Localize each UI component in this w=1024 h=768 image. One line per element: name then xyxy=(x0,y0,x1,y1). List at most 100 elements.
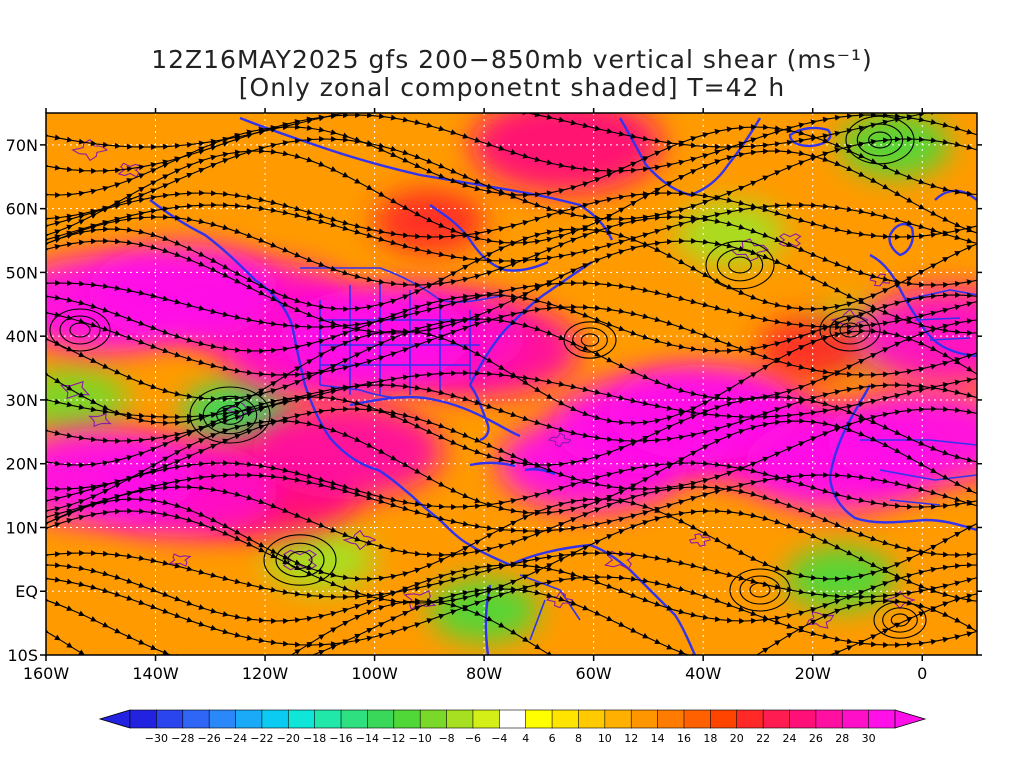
colorbar-label: −16 xyxy=(329,732,352,745)
shear-field-blob xyxy=(374,189,485,254)
colorbar-swatch xyxy=(261,709,289,729)
colorbar-swatch xyxy=(314,709,342,729)
colorbar-label: 12 xyxy=(624,732,638,745)
colorbar-swatch xyxy=(208,709,237,729)
streamline-vortex xyxy=(572,327,608,353)
streamline-vortex xyxy=(287,551,313,569)
colorbar-swatch xyxy=(472,709,501,729)
colorbar-swatch xyxy=(683,709,712,729)
colorbar-swatch xyxy=(393,709,421,729)
colorbar-swatch xyxy=(367,709,395,729)
lat-tick-label: 40N xyxy=(6,327,38,346)
colorbar-swatch xyxy=(182,709,210,729)
colorbar-swatch xyxy=(525,709,553,729)
lat-tick-label: EQ xyxy=(15,582,38,601)
streamline-vortex xyxy=(890,613,910,627)
plot-area xyxy=(46,113,977,655)
streamline-vortex xyxy=(729,568,791,612)
lat-tick-label: 50N xyxy=(6,263,38,282)
colorbar-label: 26 xyxy=(809,732,823,745)
colorbar-label: −10 xyxy=(409,732,432,745)
colorbar-swatch xyxy=(657,709,685,729)
colorbar-label: −14 xyxy=(356,732,379,745)
colorbar-swatch xyxy=(578,709,606,729)
plot-frame xyxy=(45,112,978,656)
lon-tick-label: 0 xyxy=(917,664,927,683)
colorbar-label: −4 xyxy=(491,732,507,745)
streamline-vortex xyxy=(873,601,927,639)
colorbar-swatch xyxy=(446,709,474,729)
latitude-labels: 70N 60N 50N 40N 30N 20N 10N EQ 10S xyxy=(6,136,38,665)
streamline-vortex xyxy=(716,248,764,282)
colorbar-label: 4 xyxy=(522,732,529,745)
lon-tick-label: 60W xyxy=(576,664,612,683)
colorbar-label: 22 xyxy=(756,732,770,745)
map-title: 12Z16MAY2025 gfs 200−850mb vertical shea… xyxy=(0,46,1024,102)
streamline-vortex xyxy=(263,534,337,586)
colorbar-swatch xyxy=(287,709,316,729)
colorbar-label: 24 xyxy=(782,732,796,745)
colorbar-label: 8 xyxy=(575,732,582,745)
colorbar-label: −20 xyxy=(277,732,300,745)
colorbar-label: 6 xyxy=(549,732,556,745)
colorbar-swatch xyxy=(340,709,369,729)
streamline-vortex xyxy=(829,315,871,345)
colorbar-label: 28 xyxy=(835,732,849,745)
streamline-vortex xyxy=(728,256,752,274)
title-line-1: 12Z16MAY2025 gfs 200−850mb vertical shea… xyxy=(151,45,873,74)
colorbar-left-arrow xyxy=(98,709,131,729)
streamline-vortex xyxy=(839,322,861,338)
colorbar-swatch xyxy=(736,709,764,729)
colorbar-label: −26 xyxy=(198,732,221,745)
colorbar-swatch xyxy=(762,709,791,729)
streamline-vortex xyxy=(563,321,617,359)
lat-tick-label: 10N xyxy=(6,518,38,537)
colorbar-swatch xyxy=(630,709,659,729)
colorbar-swatch xyxy=(604,709,632,729)
streamline-vortex xyxy=(705,240,775,290)
lat-tick-label: 20N xyxy=(6,455,38,474)
colorbar-label: −22 xyxy=(250,732,273,745)
longitude-labels: 160W 140W 120W 100W 80W 60W 40W 20W 0 xyxy=(23,664,928,683)
colorbar-swatch xyxy=(710,709,738,729)
lon-tick-label: 20W xyxy=(795,664,831,683)
lon-tick-label: 120W xyxy=(242,664,289,683)
colorbar-label: −12 xyxy=(382,732,405,745)
lon-tick-label: 160W xyxy=(23,664,70,683)
shear-field-blob xyxy=(87,243,278,340)
colorbar-label: 14 xyxy=(651,732,665,745)
lat-tick-label: 10S xyxy=(7,646,38,665)
colorbar-label: −24 xyxy=(224,732,247,745)
streamline-vortex xyxy=(275,542,325,578)
streamline-vortex xyxy=(739,575,781,605)
colorbar-label: −8 xyxy=(438,732,454,745)
title-line-2: [Only zonal componetnt shaded] T=42 h xyxy=(238,73,786,102)
lon-tick-label: 100W xyxy=(351,664,398,683)
colorbar-swatch xyxy=(789,709,817,729)
lon-tick-label: 40W xyxy=(685,664,721,683)
streamline-vortex xyxy=(216,405,244,425)
streamlines xyxy=(46,113,977,655)
colorbar-label: −6 xyxy=(465,732,481,745)
colorbar-label: 20 xyxy=(730,732,744,745)
streamline xyxy=(46,585,977,655)
colorbar-label: 16 xyxy=(677,732,691,745)
streamline-vortex xyxy=(749,582,771,598)
colorbar: −30 −28 −26 −24 −22 −20 −18 −16 −14 −12 −10 −8 −6 −4 4… xyxy=(98,709,927,745)
lat-tick-label: 60N xyxy=(6,200,38,219)
streamline-vortex xyxy=(868,131,892,149)
colorbar-label: −30 xyxy=(145,732,168,745)
streamline-vortex xyxy=(59,315,101,345)
colorbar-swatch xyxy=(551,709,580,729)
colorbar-swatch xyxy=(868,709,896,729)
colorbar-label: 30 xyxy=(862,732,876,745)
colorbar-swatch xyxy=(419,709,448,729)
streamline-vortex xyxy=(189,386,271,444)
streamline-vortex xyxy=(580,333,600,347)
colorbar-swatch xyxy=(815,709,843,729)
streamline-vortex xyxy=(49,308,111,352)
streamline-vortex xyxy=(845,115,915,165)
colorbar-swatch xyxy=(156,709,184,729)
colorbar-right-arrow xyxy=(894,709,927,729)
